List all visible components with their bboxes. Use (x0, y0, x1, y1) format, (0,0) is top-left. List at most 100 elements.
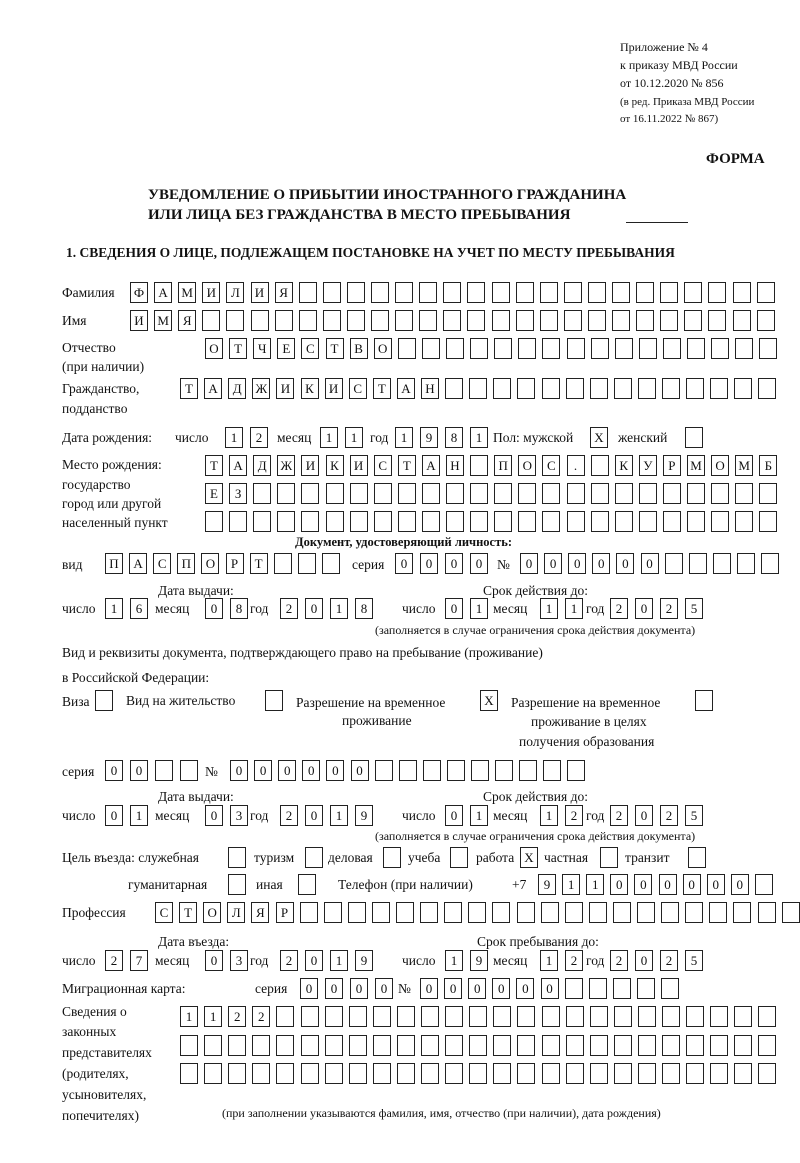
birth-place2-box[interactable] (687, 483, 705, 504)
name-box[interactable] (467, 310, 486, 331)
entry-month-box[interactable]: 0 (205, 950, 223, 971)
birth-place1-box[interactable]: О (518, 455, 537, 476)
citizenship-box[interactable]: И (324, 378, 343, 399)
birth-place3-box[interactable] (638, 511, 657, 532)
birth-place3-box[interactable] (614, 511, 633, 532)
stay-day-box[interactable]: 9 (470, 950, 488, 971)
id-kind-box[interactable]: Р (225, 553, 244, 574)
rd-valid-year-box[interactable]: 5 (685, 805, 703, 826)
profession-box[interactable] (299, 902, 318, 923)
phone-box[interactable]: 1 (586, 874, 605, 895)
citizenship-box[interactable] (637, 378, 656, 399)
reps3-box[interactable] (469, 1063, 488, 1084)
p-other-box[interactable] (298, 874, 316, 895)
rd-number-box[interactable]: 0 (302, 760, 321, 781)
profession-box[interactable] (661, 902, 680, 923)
stay-year-box[interactable]: 2 (610, 950, 628, 971)
id-number-box[interactable] (712, 553, 731, 574)
profession-box[interactable] (420, 902, 439, 923)
id-kind-box[interactable]: С (153, 553, 172, 574)
birth-place2-box[interactable] (590, 483, 609, 504)
birth-place3-box[interactable] (735, 511, 754, 532)
reps3-box[interactable] (421, 1063, 439, 1084)
birth-place1-box[interactable]: Б (759, 455, 778, 476)
patronymic-box[interactable] (759, 338, 778, 359)
birth-place1-box[interactable]: С (542, 455, 561, 476)
profession-box[interactable] (588, 902, 607, 923)
citizenship-box[interactable] (758, 378, 777, 399)
id-number-box[interactable] (688, 553, 707, 574)
profession-box[interactable]: С (155, 902, 173, 923)
phone-box[interactable]: 0 (658, 874, 677, 895)
name-box[interactable] (636, 310, 655, 331)
citizenship-box[interactable]: Ж (252, 378, 271, 399)
name-box[interactable] (226, 310, 245, 331)
entry-month-box[interactable]: 3 (230, 950, 248, 971)
rd-valid-day-box[interactable]: 1 (470, 805, 488, 826)
reps3-box[interactable] (180, 1063, 198, 1084)
patronymic-box[interactable]: О (373, 338, 392, 359)
name-box[interactable] (491, 310, 510, 331)
patronymic-box[interactable]: Е (277, 338, 296, 359)
surname-box[interactable] (491, 282, 510, 303)
reps2-box[interactable] (252, 1035, 271, 1056)
phone-box[interactable]: 9 (538, 874, 556, 895)
patronymic-box[interactable] (662, 338, 681, 359)
profession-box[interactable] (468, 902, 487, 923)
p-humanitarian-box[interactable] (228, 874, 246, 895)
id-series-box[interactable]: 0 (395, 553, 413, 574)
surname-box[interactable] (419, 282, 438, 303)
citizenship-box[interactable] (445, 378, 464, 399)
reps1-box[interactable] (589, 1006, 608, 1027)
birth-place3-box[interactable] (229, 511, 248, 532)
name-box[interactable]: И (130, 310, 148, 331)
reps3-box[interactable] (541, 1063, 560, 1084)
profession-box[interactable] (492, 902, 511, 923)
id-kind-box[interactable] (321, 553, 340, 574)
name-box[interactable] (660, 310, 679, 331)
birth-place2-box[interactable]: Е (205, 483, 223, 504)
profession-box[interactable] (347, 902, 366, 923)
entry-year-box[interactable]: 9 (355, 950, 373, 971)
surname-box[interactable] (346, 282, 365, 303)
reps3-box[interactable] (589, 1063, 608, 1084)
birth-year-box[interactable]: 8 (445, 427, 463, 448)
birth-place2-box[interactable] (301, 483, 320, 504)
birth-place1-box[interactable] (590, 455, 609, 476)
rd-valid-month-box[interactable]: 2 (565, 805, 583, 826)
id-number-box[interactable] (761, 553, 779, 574)
mc-number-box[interactable] (564, 978, 583, 999)
birth-year-box[interactable]: 1 (395, 427, 413, 448)
reps1-box[interactable] (300, 1006, 319, 1027)
sex-female-box[interactable] (685, 427, 703, 448)
visa-box[interactable] (95, 690, 113, 711)
reps2-box[interactable] (758, 1035, 777, 1056)
reps2-box[interactable] (204, 1035, 223, 1056)
birth-place1-box[interactable]: М (687, 455, 705, 476)
name-box[interactable] (563, 310, 582, 331)
birth-place1-box[interactable]: И (349, 455, 368, 476)
birth-place2-box[interactable] (397, 483, 416, 504)
reps1-box[interactable] (517, 1006, 536, 1027)
surname-box[interactable] (467, 282, 486, 303)
reps3-box[interactable] (517, 1063, 536, 1084)
birth-place2-box[interactable] (253, 483, 272, 504)
surname-box[interactable]: Л (226, 282, 245, 303)
reps2-box[interactable] (396, 1035, 415, 1056)
entry-year-box[interactable]: 0 (305, 950, 323, 971)
birth-place3-box[interactable] (397, 511, 416, 532)
surname-box[interactable] (732, 282, 751, 303)
name-box[interactable] (443, 310, 462, 331)
birth-place3-box[interactable] (301, 511, 320, 532)
citizenship-box[interactable] (589, 378, 608, 399)
reps2-box[interactable] (686, 1035, 705, 1056)
surname-box[interactable] (395, 282, 414, 303)
profession-box[interactable] (323, 902, 342, 923)
rd-issue-year-box[interactable]: 9 (355, 805, 373, 826)
phone-box[interactable]: 0 (730, 874, 749, 895)
birth-place3-box[interactable] (662, 511, 681, 532)
citizenship-box[interactable] (662, 378, 680, 399)
birth-place2-box[interactable]: З (229, 483, 248, 504)
reps2-box[interactable] (445, 1035, 464, 1056)
citizenship-box[interactable]: С (348, 378, 367, 399)
